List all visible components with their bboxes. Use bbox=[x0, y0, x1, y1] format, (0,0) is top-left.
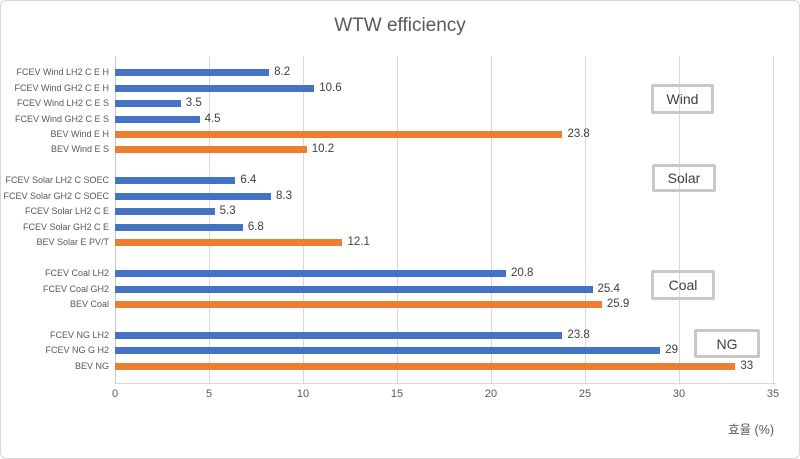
gridline bbox=[585, 56, 586, 383]
gridline bbox=[491, 56, 492, 383]
x-tick-label: 20 bbox=[484, 388, 498, 400]
category-label: BEV Coal bbox=[69, 298, 109, 309]
x-tick-label: 15 bbox=[390, 388, 404, 400]
x-tick-label: 10 bbox=[296, 388, 310, 400]
value-label: 6.4 bbox=[240, 174, 257, 187]
value-label: 10.6 bbox=[319, 81, 342, 94]
bar-fcev bbox=[115, 192, 272, 200]
category-label: BEV Wind E S bbox=[50, 144, 109, 155]
bar-fcev bbox=[115, 84, 315, 92]
gridline bbox=[303, 56, 304, 383]
value-label: 33 bbox=[740, 359, 754, 372]
category-label: FCEV Wind LH2 C E H bbox=[16, 67, 109, 78]
group-box-ng: NG bbox=[694, 329, 760, 358]
gridline bbox=[397, 56, 398, 383]
group-box-coal: Coal bbox=[651, 270, 715, 300]
category-label: FCEV Wind LH2 C E S bbox=[16, 98, 109, 109]
category-label: FCEV Wind GH2 C E H bbox=[14, 82, 109, 93]
category-label: FCEV NG LH2 bbox=[49, 329, 109, 340]
bar-fcev bbox=[115, 177, 236, 185]
bar-fcev bbox=[115, 115, 200, 123]
value-label: 3.5 bbox=[185, 97, 202, 110]
category-label: BEV NG bbox=[74, 360, 109, 371]
bar-bev bbox=[115, 362, 736, 370]
category-label: BEV Wind E H bbox=[50, 129, 109, 140]
category-label: FCEV Solar LH2 C SOEC bbox=[5, 175, 109, 186]
x-tick-label: 35 bbox=[766, 388, 780, 400]
value-label: 8.3 bbox=[276, 189, 293, 202]
value-label: 29 bbox=[665, 344, 678, 357]
bar-fcev bbox=[115, 270, 507, 278]
gridline bbox=[209, 56, 210, 383]
bar-bev bbox=[115, 239, 343, 247]
bar-fcev bbox=[115, 208, 215, 216]
bar-bev bbox=[115, 146, 307, 154]
value-label: 12.1 bbox=[347, 236, 370, 249]
bar-fcev bbox=[115, 223, 243, 231]
category-label: FCEV Coal GH2 bbox=[42, 283, 109, 294]
x-tick-label: 5 bbox=[205, 388, 213, 400]
x-axis-line bbox=[115, 383, 776, 384]
category-label: BEV Solar E PV/T bbox=[36, 237, 109, 248]
value-label: 5.3 bbox=[219, 205, 236, 218]
group-box-solar: Solar bbox=[652, 164, 716, 192]
category-label: FCEV Solar GH2 C SOEC bbox=[3, 190, 109, 201]
category-label: FCEV Solar LH2 C E bbox=[24, 206, 109, 217]
bar-bev bbox=[115, 131, 563, 139]
bar-fcev bbox=[115, 331, 563, 339]
value-label: 20.8 bbox=[511, 267, 534, 280]
x-tick-label: 25 bbox=[578, 388, 592, 400]
value-label: 8.2 bbox=[274, 66, 291, 79]
bar-fcev bbox=[115, 100, 181, 108]
gridline bbox=[773, 56, 774, 383]
y-axis-line bbox=[115, 56, 116, 383]
value-label: 23.8 bbox=[567, 128, 590, 141]
gridline bbox=[679, 56, 680, 383]
value-label: 25.9 bbox=[606, 297, 630, 310]
value-label: 10.2 bbox=[311, 143, 335, 156]
bar-fcev bbox=[115, 347, 661, 355]
category-label: FCEV Wind GH2 C E S bbox=[14, 113, 109, 124]
chart-title: WTW efficiency bbox=[334, 15, 466, 36]
category-label: FCEV NG G H2 bbox=[45, 345, 109, 356]
category-label: FCEV Coal LH2 bbox=[44, 268, 109, 279]
bar-fcev bbox=[115, 69, 270, 77]
x-tick-label: 30 bbox=[672, 388, 686, 400]
value-label: 6.8 bbox=[247, 220, 264, 233]
x-axis-title: 효율 (%) bbox=[728, 423, 774, 437]
value-label: 23.8 bbox=[567, 328, 590, 341]
group-box-wind: Wind bbox=[651, 84, 714, 114]
bar-bev bbox=[115, 300, 602, 308]
x-tick-label: 0 bbox=[111, 388, 119, 400]
category-label: FCEV Solar GH2 C E bbox=[22, 221, 109, 232]
value-label: 25.4 bbox=[597, 282, 620, 295]
value-label: 4.5 bbox=[204, 112, 221, 125]
bar-fcev bbox=[115, 285, 593, 293]
